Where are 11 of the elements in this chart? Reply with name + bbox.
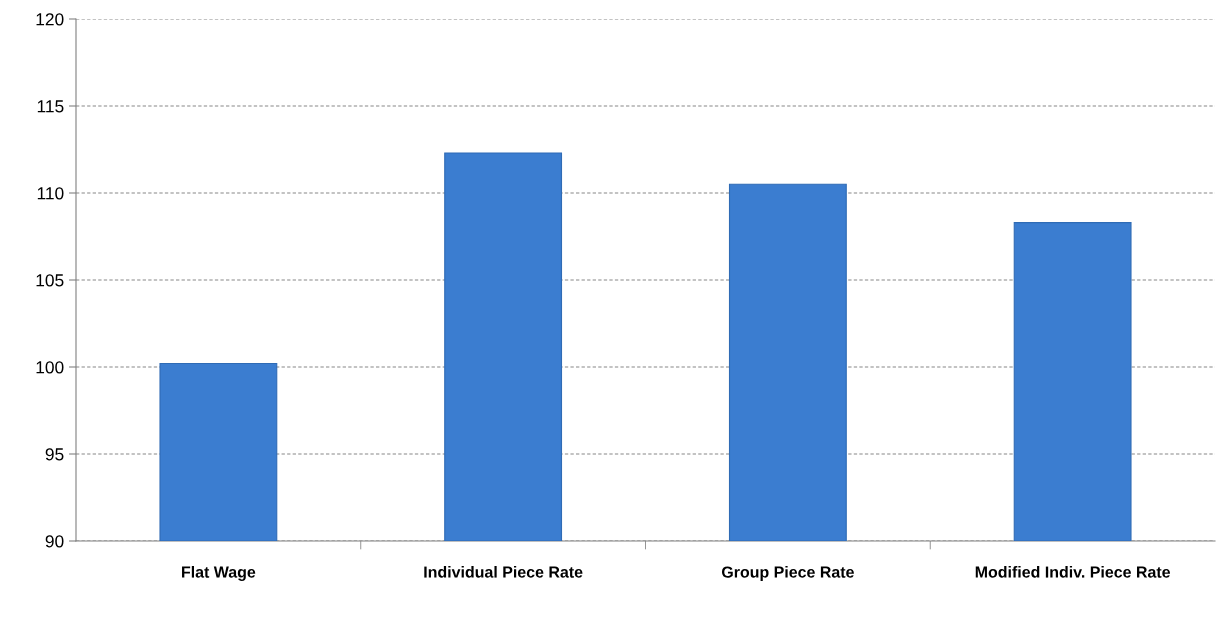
y-tick-label: 115 (37, 100, 64, 113)
y-tick-label: 90 (45, 535, 64, 548)
y-tick-label: 100 (36, 361, 64, 374)
y-tick-label: 95 (45, 448, 64, 461)
x-tick-label: Flat Wage (182, 566, 256, 581)
x-tick-label: Group Piece Rate (721, 566, 854, 581)
y-tick-label: 105 (36, 274, 64, 287)
x-tick-label: Modified Indiv. Piece Rate (975, 566, 1171, 578)
y-tick-label: 110 (37, 187, 64, 200)
y-tick-label: 120 (36, 13, 64, 26)
x-tick-label: Individual Piece Rate (424, 566, 583, 578)
